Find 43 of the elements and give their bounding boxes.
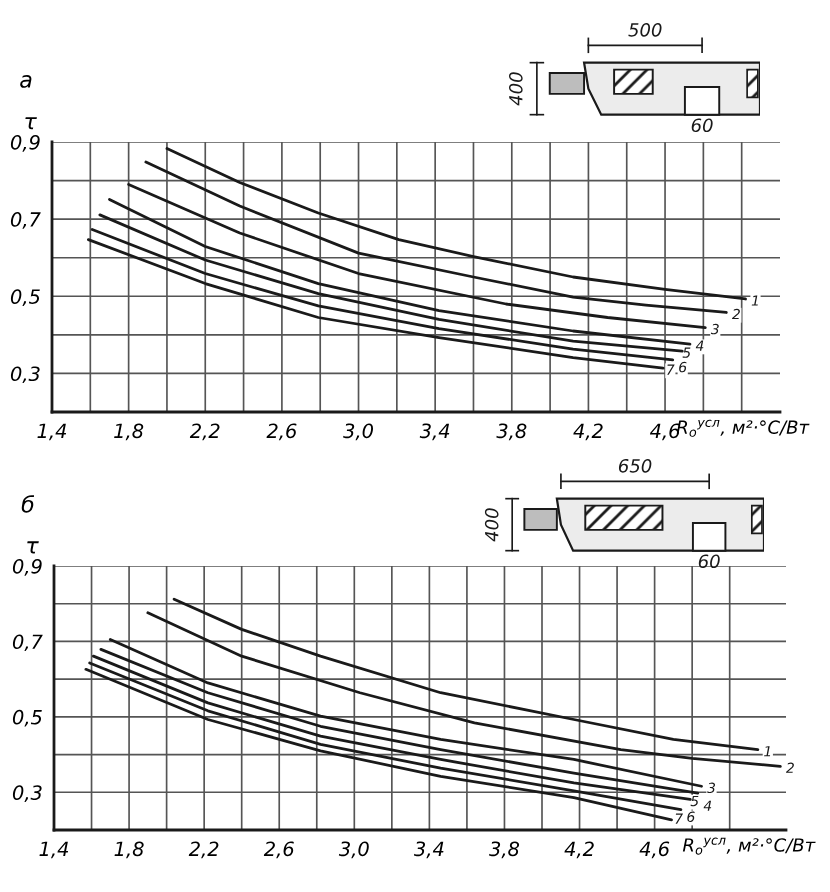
x-tick-label: 1,8 xyxy=(114,841,144,859)
chart-title: б xyxy=(21,495,35,513)
x-tick-label: 2,2 xyxy=(188,841,219,859)
y-tick-label: 0,9 xyxy=(12,558,42,576)
line-series xyxy=(146,611,782,768)
y-axis-title: τ xyxy=(27,541,39,554)
x-tick-label: 3,4 xyxy=(413,841,444,859)
x-tick-label: 3,8 xyxy=(489,841,520,859)
y-tick-label: 0,3 xyxy=(10,366,40,384)
line-series xyxy=(127,183,707,329)
x-tick-label: 1,4 xyxy=(39,841,69,859)
chart-title: а xyxy=(20,75,32,88)
y-tick-label: 0,9 xyxy=(10,134,40,152)
line-series xyxy=(144,160,728,314)
x-tick-label: 3,0 xyxy=(343,423,374,441)
x-tick-label: 2,2 xyxy=(189,423,220,441)
x-tick-label: 4,6 xyxy=(639,841,670,859)
y-tick-label: 0,5 xyxy=(12,709,42,727)
x-tick-label: 1,8 xyxy=(114,423,144,441)
y-tick-label: 0,7 xyxy=(12,634,43,652)
text: 400 xyxy=(484,508,499,542)
x-tick-label: 3,4 xyxy=(419,423,450,441)
x-tick-label: 4,2 xyxy=(564,841,594,859)
x-tick-label: 3,0 xyxy=(338,841,369,859)
text: 650 xyxy=(618,458,652,473)
text: 500 xyxy=(628,22,662,37)
text: 60 xyxy=(691,118,713,133)
x-tick-label: 4,6 xyxy=(649,423,680,441)
annotation: 60 xyxy=(698,554,720,569)
y-tick-label: 0,7 xyxy=(10,212,41,229)
y-tick-label: 0,3 xyxy=(12,785,42,802)
text: 400 xyxy=(508,72,523,106)
x-tick-label: 2,6 xyxy=(266,423,297,441)
y-axis-title: τ xyxy=(25,117,37,130)
y-tick-label: 0,5 xyxy=(10,289,40,306)
line-series xyxy=(108,198,692,346)
x-tick-label: 4,2 xyxy=(573,423,603,441)
x-axis-title: R$_{о}$$^{усл}$, м²·°C/Вт xyxy=(682,837,816,855)
line-series xyxy=(165,147,747,301)
x-tick-label: 1,4 xyxy=(37,423,67,441)
line-series xyxy=(172,597,760,752)
x-tick-label: 3,8 xyxy=(496,423,527,441)
x-tick-label: 2,6 xyxy=(263,841,294,859)
